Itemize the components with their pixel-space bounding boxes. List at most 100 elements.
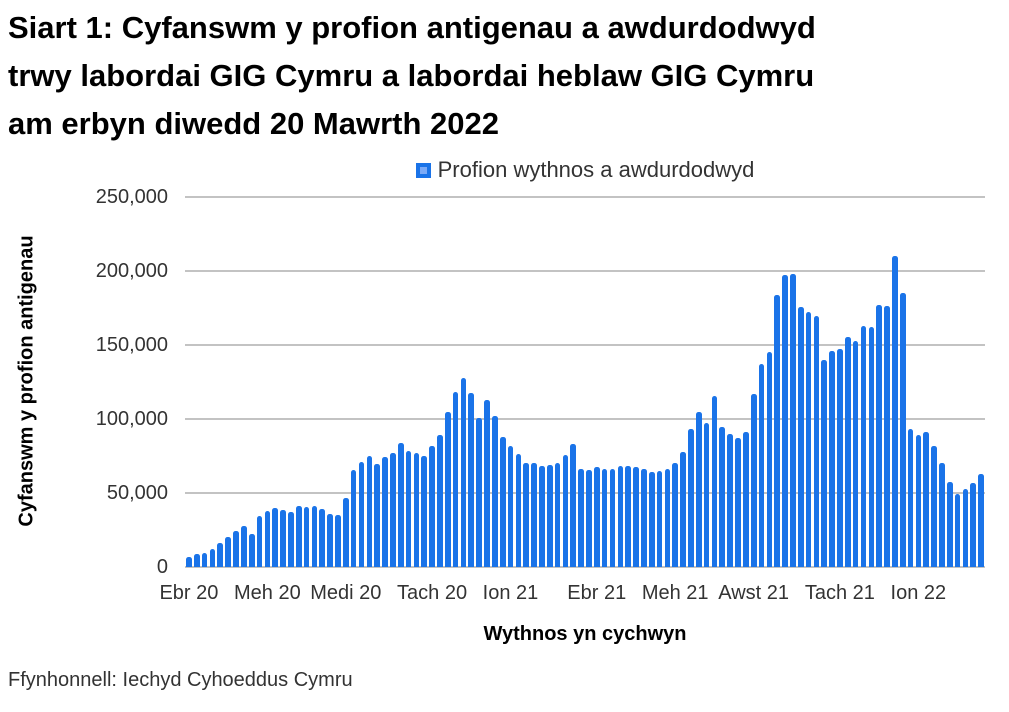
chart-title-line-2: trwy labordai GIG Cymru a labordai hebla… — [8, 58, 815, 93]
source-note: Ffynhonnell: Iechyd Cyhoeddus Cymru — [8, 669, 353, 691]
bar-week-101 — [970, 483, 977, 567]
bar-week-71 — [735, 438, 741, 567]
bar-week-26 — [382, 457, 388, 567]
legend: Profion wythnos a awdurdodwyd — [185, 156, 985, 184]
bar-week-59 — [641, 469, 647, 567]
bar-week-25 — [374, 464, 380, 567]
bar-week-99 — [954, 494, 961, 567]
bar-week-69 — [719, 427, 726, 567]
bar-week-15 — [295, 506, 302, 567]
bar-week-68 — [711, 396, 718, 567]
bar-week-52 — [586, 470, 592, 567]
bar-week-48 — [554, 462, 561, 567]
x-tick-label: Ion 21 — [482, 582, 539, 604]
bar-week-65 — [688, 429, 694, 567]
bar-week-79 — [797, 307, 804, 567]
bar-week-54 — [601, 468, 608, 567]
bar-week-44 — [523, 462, 530, 567]
bar-week-73 — [750, 393, 757, 567]
bar-week-38 — [476, 418, 482, 567]
y-tick-label: 0 — [156, 556, 168, 578]
bar-week-39 — [484, 399, 490, 567]
gridline-150000 — [185, 344, 985, 346]
x-tick-label: Medi 20 — [310, 582, 382, 604]
bar-week-7 — [233, 530, 239, 567]
legend-marker-icon — [415, 162, 431, 178]
bar-week-80 — [805, 312, 812, 567]
bar-week-35 — [452, 391, 459, 567]
bar-week-49 — [562, 455, 569, 567]
bar-week-3 — [201, 552, 208, 567]
bar-week-24 — [366, 456, 373, 567]
bar-week-2 — [193, 554, 200, 567]
bar-week-18 — [319, 508, 326, 567]
bar-week-13 — [280, 510, 286, 567]
bar-week-64 — [680, 452, 686, 567]
bar-week-11 — [264, 510, 271, 567]
bar-week-5 — [217, 542, 224, 567]
bar-week-43 — [515, 453, 522, 567]
bar-series — [185, 197, 985, 567]
gridline-0 — [185, 566, 985, 568]
bar-week-95 — [923, 431, 930, 567]
x-tick-label: Meh 20 — [233, 582, 301, 604]
bar-week-87 — [860, 325, 867, 567]
bar-week-29 — [405, 450, 412, 567]
bar-week-86 — [852, 340, 859, 567]
legend-marker-inner — [419, 166, 427, 174]
bar-week-41 — [499, 436, 506, 567]
bar-week-37 — [468, 393, 475, 567]
bar-week-10 — [256, 515, 263, 567]
bar-week-8 — [241, 526, 247, 567]
bar-week-70 — [727, 433, 733, 567]
bar-week-81 — [813, 316, 820, 567]
bar-week-100 — [962, 488, 969, 567]
legend-label: Profion wythnos a awdurdodwyd — [437, 157, 755, 182]
bar-week-96 — [931, 446, 937, 567]
bar-week-58 — [633, 467, 639, 567]
gridline-200000 — [185, 270, 985, 272]
bar-week-93 — [907, 429, 914, 567]
bar-week-102 — [978, 473, 984, 567]
x-tick-label: Ion 22 — [890, 582, 947, 604]
bar-week-46 — [539, 466, 545, 567]
bar-week-57 — [625, 466, 631, 567]
gridline-100000 — [185, 418, 985, 420]
bar-week-60 — [648, 471, 655, 567]
bar-week-97 — [939, 463, 945, 567]
chart-title-line-3: am erbyn diwedd 20 Mawrth 2022 — [8, 106, 500, 141]
bar-week-82 — [821, 359, 828, 567]
bar-week-20 — [335, 515, 341, 567]
bar-week-98 — [946, 481, 953, 567]
bar-week-89 — [876, 305, 882, 567]
bar-week-78 — [790, 273, 796, 567]
chart-title-line-1: Siart 1: Cyfanswm y profion antigenau a … — [8, 10, 816, 45]
bar-week-22 — [350, 470, 357, 567]
bar-week-66 — [695, 411, 702, 567]
bar-week-14 — [288, 512, 294, 567]
bar-week-72 — [743, 431, 749, 567]
bar-week-94 — [915, 434, 922, 567]
bar-week-12 — [272, 507, 279, 567]
x-tick-label: Ebr 21 — [567, 582, 627, 604]
bar-week-40 — [492, 416, 498, 567]
bar-week-92 — [899, 293, 906, 567]
bar-week-56 — [617, 466, 624, 567]
plot-area — [185, 196, 985, 568]
y-tick-label: 250,000 — [95, 186, 168, 208]
chart-title: Siart 1: Cyfanswm y profion antigenau a … — [8, 4, 1003, 148]
y-tick-label: 200,000 — [95, 260, 168, 282]
bar-week-31 — [421, 456, 428, 567]
y-tick-label: 50,000 — [106, 482, 168, 504]
bar-week-6 — [225, 537, 231, 567]
bar-week-83 — [829, 350, 835, 567]
bar-week-61 — [656, 470, 663, 567]
x-tick-label: Meh 21 — [641, 582, 709, 604]
bar-week-51 — [578, 469, 584, 567]
bar-week-42 — [507, 446, 514, 567]
bar-week-50 — [570, 444, 577, 567]
bar-week-77 — [782, 275, 788, 567]
bar-week-17 — [311, 506, 318, 567]
bar-week-53 — [593, 467, 600, 567]
